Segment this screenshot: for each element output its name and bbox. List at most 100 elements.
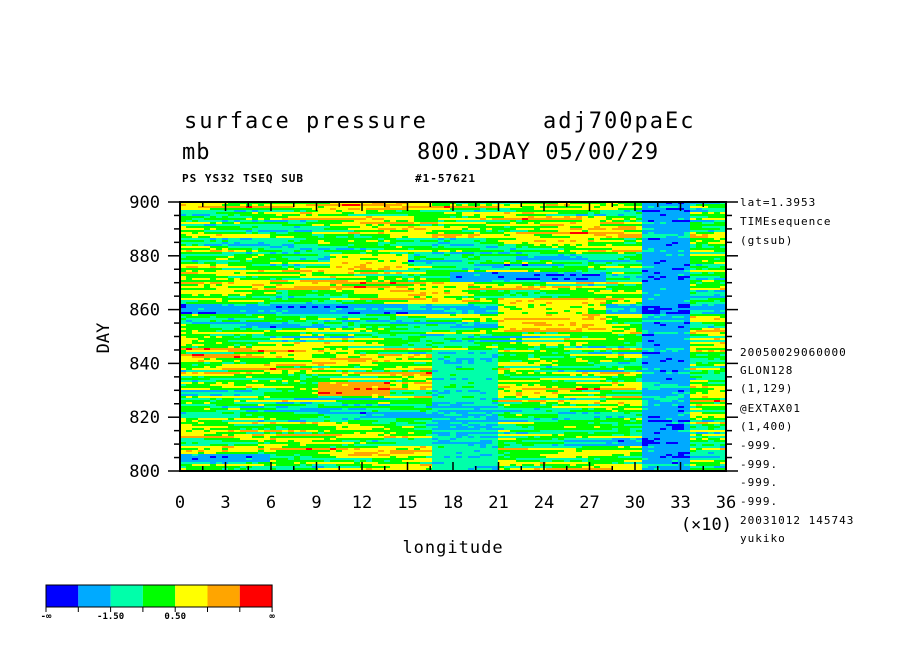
heatmap-cell [534,210,541,213]
heatmap-cell [336,262,343,265]
heatmap-cell [564,248,571,251]
heatmap-cell [546,250,553,253]
heatmap-cell [486,266,493,269]
heatmap-cell [600,226,607,229]
heatmap-cell [450,272,457,275]
heatmap-cell [324,280,331,283]
heatmap-cell [258,292,265,295]
heatmap-cell [234,202,241,205]
heatmap-cell [282,276,289,279]
heatmap-cell [516,262,523,265]
heatmap-cell [186,292,193,295]
heatmap-cell [522,290,529,293]
heatmap-cell [444,296,451,299]
heatmap-cell [330,274,337,277]
heatmap-cell [228,202,235,205]
heatmap-cell [618,296,625,299]
heatmap-cell [282,290,289,293]
heatmap-cell [252,284,259,287]
heatmap-cell [210,302,217,305]
heatmap-cell [234,212,241,215]
heatmap-cell [228,260,235,263]
heatmap-cell [372,280,379,283]
heatmap-cell [612,246,619,249]
heatmap-cell [552,274,559,277]
heatmap-cell [408,262,415,265]
heatmap-cell [522,222,529,225]
heatmap-cell [516,304,523,307]
heatmap-cell [444,258,451,261]
heatmap-cell [312,260,319,263]
heatmap-cell [240,300,247,303]
heatmap-cell [450,234,457,237]
heatmap-cell [678,274,685,277]
heatmap-cell [558,254,565,257]
heatmap-cell [324,252,331,255]
heatmap-cell [468,288,475,291]
heatmap-cell [582,256,589,259]
heatmap-cell [444,298,451,301]
heatmap-cell [360,210,367,213]
heatmap-cell [450,298,457,301]
heatmap-cell [708,268,715,271]
heatmap-cell [336,258,343,261]
heatmap-cell [648,228,655,231]
heatmap-cell [528,240,535,243]
heatmap-cell [582,220,589,223]
heatmap-cell [258,238,265,241]
heatmap-cell [192,238,199,241]
heatmap-cell [330,288,337,291]
heatmap-cell [696,252,703,255]
heatmap-cell [456,258,463,261]
heatmap-cell [546,304,553,307]
heatmap-cell [456,216,463,219]
heatmap-cell [654,216,661,219]
heatmap-cell [234,280,241,283]
heatmap-cell [474,274,481,277]
heatmap-cell [654,264,661,267]
heatmap-cell [522,210,529,213]
heatmap-cell [330,252,337,255]
heatmap-cell [528,266,535,269]
heatmap-cell [582,296,589,299]
heatmap-cell [450,238,457,241]
heatmap-cell [330,222,337,225]
heatmap-cell [552,202,559,205]
heatmap-cell [708,220,715,223]
heatmap-cell [492,266,499,269]
heatmap-cell [318,302,325,305]
heatmap-cell [204,228,211,231]
heatmap-cell [288,308,295,311]
heatmap-cell [570,214,577,217]
heatmap-cell [300,226,307,229]
heatmap-cell [672,220,679,223]
heatmap-cell [222,240,229,243]
heatmap-cell [432,240,439,243]
heatmap-cell [246,310,253,313]
heatmap-cell [582,206,589,209]
heatmap-cell [498,254,505,257]
heatmap-cell [330,300,337,303]
heatmap-cell [600,266,607,269]
heatmap-cell [624,208,631,211]
heatmap-cell [360,280,367,283]
heatmap-cell [594,278,601,281]
heatmap-cell [252,216,259,219]
heatmap-cell [678,228,685,231]
heatmap-cell [612,306,619,309]
heatmap-cell [180,252,187,255]
heatmap-cell [702,232,709,235]
heatmap-cell [246,224,253,227]
heatmap-cell [270,310,277,313]
heatmap-cell [378,252,385,255]
heatmap-cell [414,258,421,261]
heatmap-cell [354,226,361,229]
heatmap-cell [696,280,703,283]
heatmap-cell [258,226,265,229]
heatmap-cell [564,252,571,255]
heatmap-cell [606,274,613,277]
heatmap-cell [276,240,283,243]
heatmap-cell [348,266,355,269]
heatmap-cell [564,214,571,217]
